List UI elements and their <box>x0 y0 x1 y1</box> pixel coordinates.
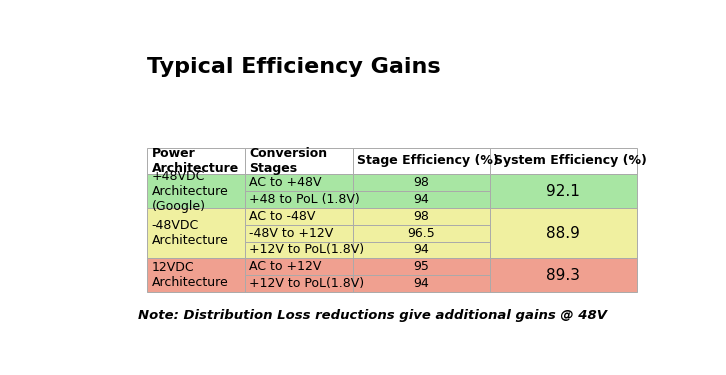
FancyBboxPatch shape <box>147 147 245 174</box>
FancyBboxPatch shape <box>245 191 353 208</box>
FancyBboxPatch shape <box>245 275 353 292</box>
Text: 94: 94 <box>413 277 429 290</box>
Text: Stage Efficiency (%): Stage Efficiency (%) <box>357 154 499 167</box>
Text: 92.1: 92.1 <box>546 184 580 199</box>
FancyBboxPatch shape <box>489 208 637 258</box>
Text: Conversion
Stages: Conversion Stages <box>250 147 327 175</box>
Text: +12V to PoL(1.8V): +12V to PoL(1.8V) <box>250 277 364 290</box>
FancyBboxPatch shape <box>353 174 489 191</box>
Text: +48VDC
Architecture
(Google): +48VDC Architecture (Google) <box>152 170 228 213</box>
FancyBboxPatch shape <box>245 147 353 174</box>
Text: Typical Efficiency Gains: Typical Efficiency Gains <box>147 57 441 76</box>
FancyBboxPatch shape <box>489 147 637 174</box>
Text: 98: 98 <box>413 176 429 189</box>
Text: +48 to PoL (1.8V): +48 to PoL (1.8V) <box>250 193 360 206</box>
FancyBboxPatch shape <box>245 208 353 225</box>
Text: 12VDC
Architecture: 12VDC Architecture <box>152 261 228 289</box>
FancyBboxPatch shape <box>353 191 489 208</box>
Text: 88.9: 88.9 <box>546 226 580 241</box>
Text: 98: 98 <box>413 210 429 223</box>
FancyBboxPatch shape <box>245 258 353 275</box>
Text: 96.5: 96.5 <box>407 226 435 240</box>
FancyBboxPatch shape <box>245 174 353 191</box>
Text: 89.3: 89.3 <box>546 268 580 283</box>
Text: 95: 95 <box>413 260 429 273</box>
Text: AC to +12V: AC to +12V <box>250 260 322 273</box>
FancyBboxPatch shape <box>489 174 637 208</box>
FancyBboxPatch shape <box>489 258 637 292</box>
Text: Power
Architecture: Power Architecture <box>152 147 239 175</box>
Text: Note: Distribution Loss reductions give additional gains @ 48V: Note: Distribution Loss reductions give … <box>137 309 607 322</box>
Text: 94: 94 <box>413 193 429 206</box>
FancyBboxPatch shape <box>353 242 489 258</box>
Text: AC to -48V: AC to -48V <box>250 210 316 223</box>
FancyBboxPatch shape <box>353 208 489 225</box>
FancyBboxPatch shape <box>353 258 489 275</box>
FancyBboxPatch shape <box>245 242 353 258</box>
FancyBboxPatch shape <box>147 258 245 292</box>
FancyBboxPatch shape <box>353 225 489 242</box>
Text: AC to +48V: AC to +48V <box>250 176 322 189</box>
FancyBboxPatch shape <box>353 275 489 292</box>
Text: +12V to PoL(1.8V): +12V to PoL(1.8V) <box>250 243 364 256</box>
Text: -48V to +12V: -48V to +12V <box>250 226 334 240</box>
FancyBboxPatch shape <box>147 208 245 258</box>
Text: 94: 94 <box>413 243 429 256</box>
Text: System Efficiency (%): System Efficiency (%) <box>494 154 647 167</box>
Text: -48VDC
Architecture: -48VDC Architecture <box>152 219 228 247</box>
FancyBboxPatch shape <box>147 174 245 208</box>
FancyBboxPatch shape <box>245 225 353 242</box>
FancyBboxPatch shape <box>353 147 489 174</box>
